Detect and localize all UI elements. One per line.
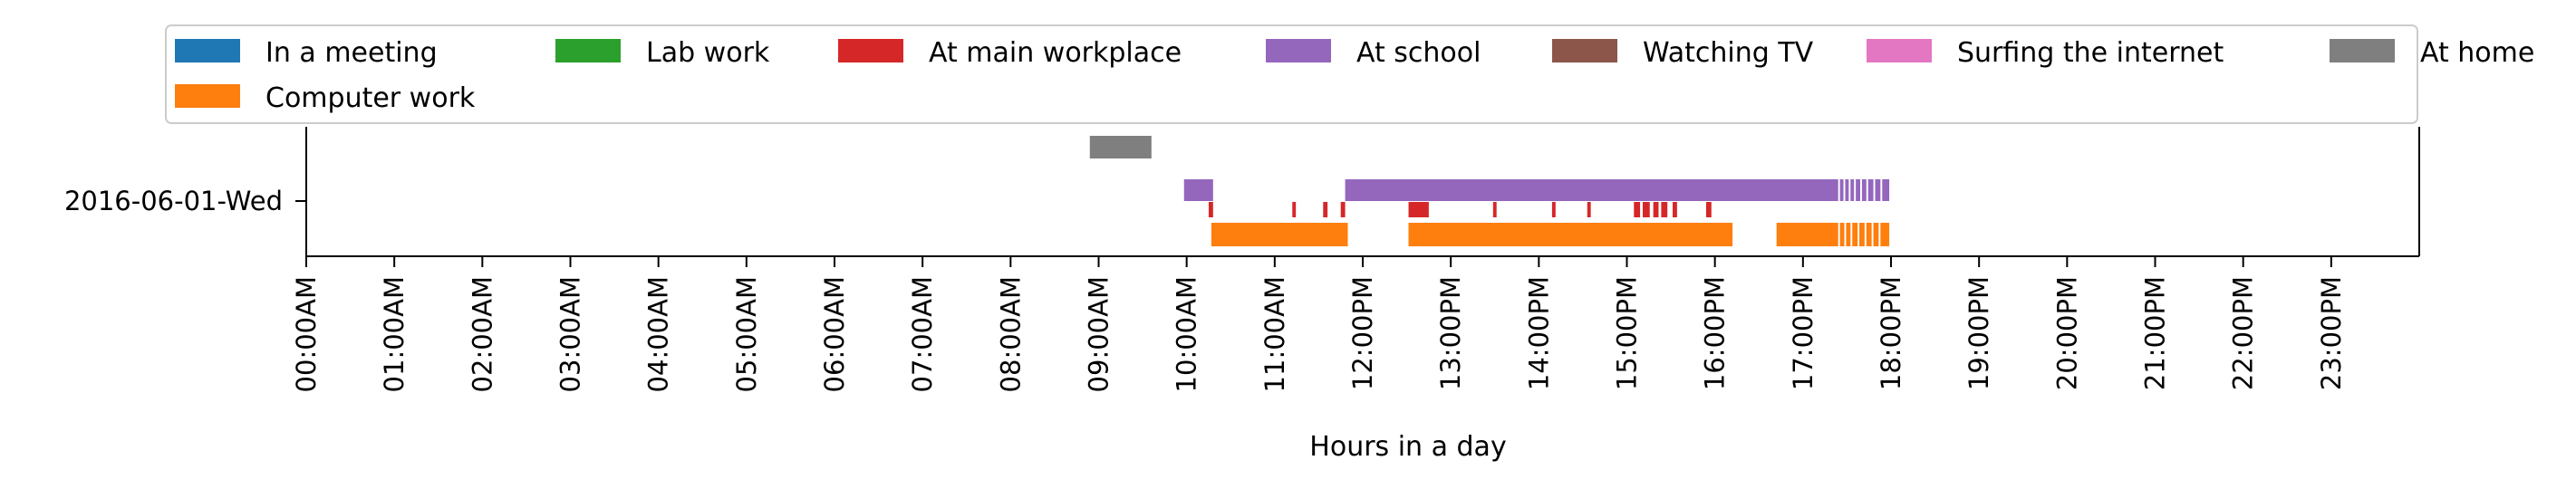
x-tick-label: 02:00AM xyxy=(467,276,497,392)
row-label: 2016-06-01-Wed xyxy=(64,186,283,216)
x-tick-label: 20:00PM xyxy=(2051,276,2082,390)
interval-bar xyxy=(1642,202,1650,217)
interval-bar xyxy=(1211,223,1348,246)
series-at-home xyxy=(1089,136,1152,158)
legend-item: At home xyxy=(2330,37,2534,69)
interval-bar xyxy=(1661,202,1668,217)
interval-bar xyxy=(1861,179,1867,201)
legend-swatch xyxy=(1867,39,1932,62)
legend-item: Watching TV xyxy=(1552,37,1814,69)
interval-bar xyxy=(1839,179,1844,201)
interval-bar xyxy=(1653,202,1659,217)
interval-bar xyxy=(1873,223,1879,246)
legend-swatch xyxy=(175,39,240,62)
interval-bar xyxy=(1208,202,1213,217)
legend-swatch xyxy=(175,84,240,108)
x-tick-label: 00:00AM xyxy=(291,276,322,392)
x-tick-label: 04:00AM xyxy=(643,276,674,392)
legend-item: Lab work xyxy=(555,37,770,69)
interval-bar xyxy=(1323,202,1328,217)
legend-swatch xyxy=(2330,39,2395,62)
legend-swatch xyxy=(1266,39,1331,62)
legend-item: Computer work xyxy=(175,82,476,114)
series-at-main-workplace xyxy=(1208,202,1712,217)
x-tick-label: 12:00PM xyxy=(1347,276,1378,390)
interval-bar xyxy=(1852,223,1858,246)
x-axis-label: Hours in a day xyxy=(1309,431,1506,463)
x-tick-label: 10:00AM xyxy=(1172,276,1202,392)
x-tick-label: 07:00AM xyxy=(907,276,938,392)
interval-bar xyxy=(1866,223,1872,246)
interval-bar xyxy=(1846,223,1851,246)
interval-bar xyxy=(1875,179,1881,201)
x-tick-label: 03:00AM xyxy=(555,276,586,392)
interval-bar xyxy=(1345,179,1838,201)
interval-bar xyxy=(1408,223,1733,246)
x-tick-label: 11:00AM xyxy=(1259,276,1290,392)
interval-bar xyxy=(1551,202,1556,217)
interval-bar xyxy=(1492,202,1497,217)
interval-bar xyxy=(1408,202,1429,217)
interval-bar xyxy=(1673,202,1677,217)
series-at-school xyxy=(1183,179,1890,201)
legend-frame xyxy=(165,24,2418,124)
legend-item: At school xyxy=(1266,37,1481,69)
interval-bar xyxy=(1856,179,1860,201)
legend-item: In a meeting xyxy=(175,37,438,69)
legend-label: Surfing the internet xyxy=(1957,37,2224,69)
x-tick-label: 14:00PM xyxy=(1523,276,1554,390)
legend-label: At main workplace xyxy=(929,37,1182,69)
interval-bar xyxy=(1634,202,1641,217)
legend-swatch xyxy=(1552,39,1617,62)
x-tick-label: 23:00PM xyxy=(2316,276,2347,390)
legend-swatch xyxy=(838,39,903,62)
interval-bar xyxy=(1587,202,1591,217)
interval-bar xyxy=(1859,223,1865,246)
x-tick-label: 05:00AM xyxy=(731,276,762,392)
x-tick-label: 09:00AM xyxy=(1084,276,1114,392)
interval-bar xyxy=(1292,202,1297,217)
legend-label: In a meeting xyxy=(265,37,438,69)
x-tick-label: 18:00PM xyxy=(1876,276,1906,390)
x-tick-label: 22:00PM xyxy=(2228,276,2259,390)
legend-item: At main workplace xyxy=(838,37,1182,69)
interval-bar xyxy=(1089,136,1152,158)
legend-label: Watching TV xyxy=(1643,37,1814,69)
interval-bar xyxy=(1705,202,1712,217)
legend-label: At home xyxy=(2420,37,2534,69)
legend-label: Computer work xyxy=(265,82,476,114)
interval-bar xyxy=(1867,179,1874,201)
x-tick-label: 15:00PM xyxy=(1612,276,1643,390)
interval-bar xyxy=(1776,223,1838,246)
interval-bar xyxy=(1183,179,1213,201)
x-tick-label: 21:00PM xyxy=(2140,276,2171,390)
x-tick-label: 06:00AM xyxy=(819,276,850,392)
interval-bar xyxy=(1850,179,1855,201)
legend-swatch xyxy=(555,39,621,62)
x-tick-label: 13:00PM xyxy=(1435,276,1466,390)
interval-bar xyxy=(1340,202,1346,217)
x-tick-label: 01:00AM xyxy=(379,276,410,392)
legend-label: Lab work xyxy=(646,37,770,69)
x-tick-label: 19:00PM xyxy=(1963,276,1994,390)
interval-bar xyxy=(1880,223,1890,246)
series-computer-work xyxy=(1211,223,1890,246)
x-axis: 2016-06-01-Wed 00:00AM 01:00AM 02:00AM 03:00… xyxy=(64,186,2347,392)
interval-bar xyxy=(1839,223,1845,246)
x-tick-label: 16:00PM xyxy=(1700,276,1731,390)
interval-bar xyxy=(1845,179,1849,201)
legend-label: At school xyxy=(1356,37,1481,69)
interval-bar xyxy=(1882,179,1890,201)
x-tick-label: 17:00PM xyxy=(1788,276,1819,390)
plot-area xyxy=(305,127,2420,257)
legend-item: Surfing the internet xyxy=(1867,37,2224,69)
x-tick-label: 08:00AM xyxy=(995,276,1026,392)
legend: In a meeting Lab work At main workplace At … xyxy=(165,24,2534,124)
